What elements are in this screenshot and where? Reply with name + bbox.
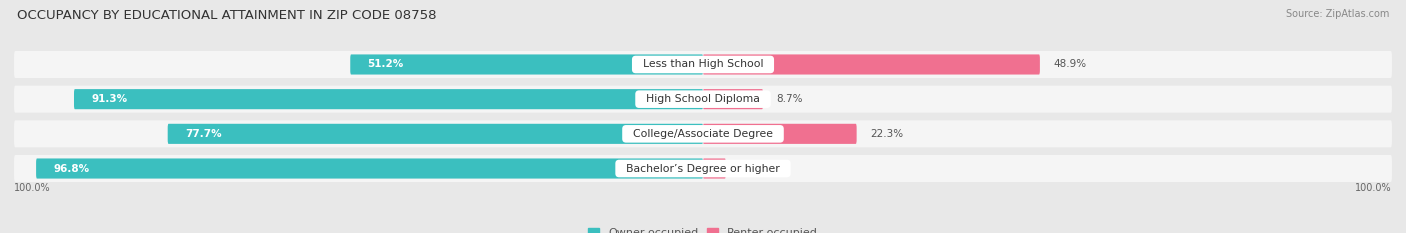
Text: Source: ZipAtlas.com: Source: ZipAtlas.com — [1285, 9, 1389, 19]
Text: 22.3%: 22.3% — [870, 129, 904, 139]
Text: 91.3%: 91.3% — [91, 94, 128, 104]
Text: Bachelor’s Degree or higher: Bachelor’s Degree or higher — [619, 164, 787, 174]
FancyBboxPatch shape — [350, 55, 703, 75]
Text: 3.3%: 3.3% — [740, 164, 766, 174]
FancyBboxPatch shape — [703, 89, 763, 109]
FancyBboxPatch shape — [167, 124, 703, 144]
FancyBboxPatch shape — [14, 51, 1392, 78]
FancyBboxPatch shape — [703, 158, 725, 178]
Text: 96.8%: 96.8% — [53, 164, 90, 174]
FancyBboxPatch shape — [37, 158, 703, 178]
FancyBboxPatch shape — [703, 124, 856, 144]
Text: 8.7%: 8.7% — [776, 94, 803, 104]
Text: 100.0%: 100.0% — [1355, 183, 1392, 193]
FancyBboxPatch shape — [14, 120, 1392, 147]
Legend: Owner-occupied, Renter-occupied: Owner-occupied, Renter-occupied — [583, 223, 823, 233]
Text: OCCUPANCY BY EDUCATIONAL ATTAINMENT IN ZIP CODE 08758: OCCUPANCY BY EDUCATIONAL ATTAINMENT IN Z… — [17, 9, 436, 22]
Text: 100.0%: 100.0% — [14, 183, 51, 193]
Text: College/Associate Degree: College/Associate Degree — [626, 129, 780, 139]
Text: 51.2%: 51.2% — [367, 59, 404, 69]
FancyBboxPatch shape — [703, 55, 1040, 75]
Text: 77.7%: 77.7% — [186, 129, 222, 139]
FancyBboxPatch shape — [75, 89, 703, 109]
FancyBboxPatch shape — [14, 155, 1392, 182]
Text: 48.9%: 48.9% — [1053, 59, 1087, 69]
Text: High School Diploma: High School Diploma — [640, 94, 766, 104]
Text: Less than High School: Less than High School — [636, 59, 770, 69]
FancyBboxPatch shape — [14, 86, 1392, 113]
